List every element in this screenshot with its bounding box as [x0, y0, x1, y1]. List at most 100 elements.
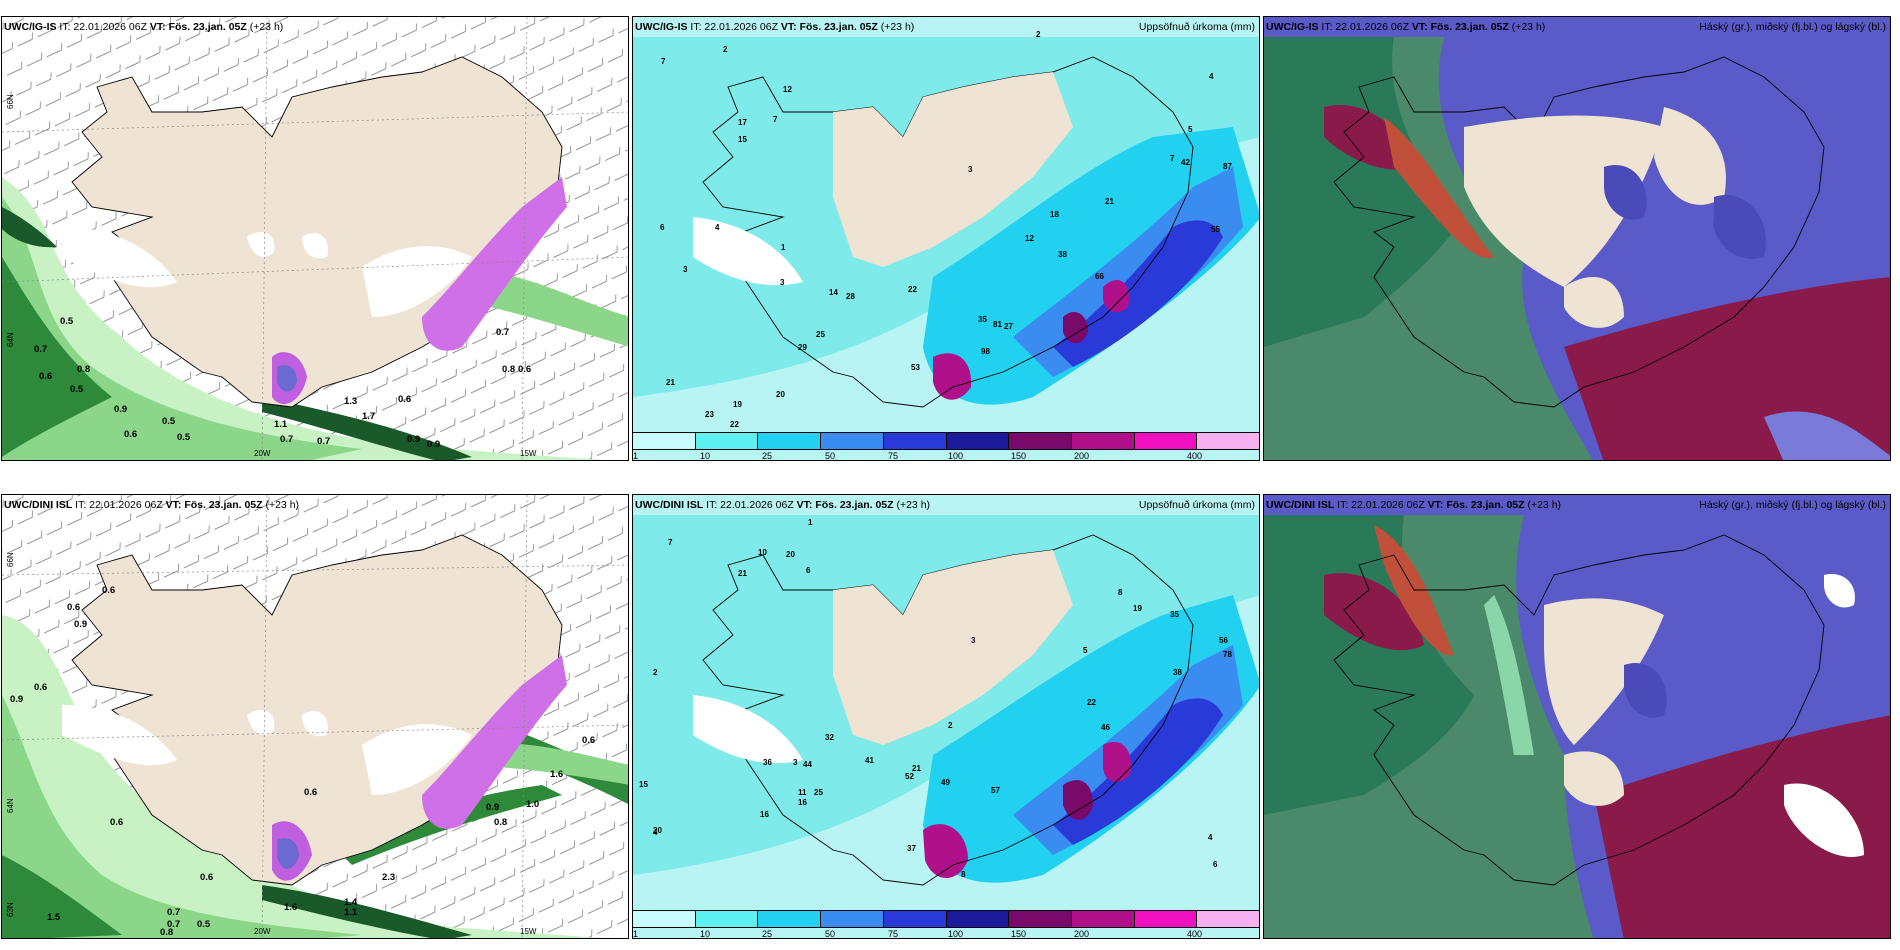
colorbar-swatch [821, 911, 884, 927]
precip-label: 35 [1170, 610, 1179, 619]
precip-label: 32 [825, 733, 834, 742]
precip-label: 37 [907, 844, 916, 853]
colorbar-swatch [1009, 911, 1072, 927]
panel-title: UWC/IG-IS IT: 22.01.2026 06Z VT: Fös. 23… [1266, 21, 1886, 33]
lat-label: 66N [6, 94, 15, 109]
precip-label: 22 [730, 420, 739, 429]
gust-label: 0.5 [70, 384, 84, 395]
colorbar-label: 150 [1011, 929, 1027, 939]
colorbar-swatch [758, 911, 822, 927]
colorbar-label: 75 [888, 451, 899, 461]
precip-label: 4 [1209, 72, 1214, 81]
precip-label: 25 [814, 788, 823, 797]
gust-label: 0.5 [197, 919, 211, 930]
gust-label: 0.6 [304, 787, 317, 798]
gust-label: 0.8 [502, 364, 515, 375]
precip-label: 7 [668, 538, 673, 547]
colorbar-label: 25 [762, 451, 773, 461]
precip-label: 21 [666, 378, 675, 387]
precip-label: 6 [806, 566, 811, 575]
panel-title: UWC/DINI ISL IT: 22.01.2026 06Z VT: Fös.… [635, 499, 1255, 511]
precip-label: 23 [705, 410, 714, 419]
precip-label: 10 [758, 548, 767, 557]
precip-label: 16 [760, 810, 769, 819]
colorbar-label: 100 [948, 929, 964, 939]
gust-label: 1.6 [284, 902, 297, 913]
precip-label: 18 [1050, 210, 1059, 219]
precip-map: 1 7 6 10 20 21 15 2 4 3 20 16 37 11 36 5… [633, 495, 1259, 938]
colorbar-labels: 1 10 25 50 75 100 150 200 400 [632, 451, 1260, 462]
colorbar-label: 50 [825, 451, 836, 461]
precip-value-labels: 7 2 3 7 12 15 17 6 4 1 3 21 23 19 22 20 … [660, 30, 1232, 429]
colorbar-label: 75 [888, 929, 899, 939]
gust-label: 0.9 [427, 439, 440, 450]
iceland-landmass [702, 56, 1194, 408]
wind-gust-map: 0.6 0.6 0.9 0.9 0.6 0.6 1.5 0.6 0.7 0.6 … [2, 495, 628, 938]
gust-label: 0.9 [114, 404, 127, 415]
panel-title: UWC/IG-IS IT: 22.01.2026 06Z VT: Fös. 23… [635, 21, 1255, 33]
precip-label: 35 [978, 315, 987, 324]
cloud-map [1264, 495, 1890, 938]
lat-label: 66N [6, 552, 15, 567]
precip-label: 66 [1095, 272, 1104, 281]
gust-label: 1.7 [362, 411, 375, 422]
precip-label: 8 [961, 870, 966, 879]
precip-label: 21 [1105, 197, 1114, 206]
precip-label: 41 [865, 756, 874, 765]
gust-label: 0.6 [39, 371, 52, 382]
lon-label: 15W [520, 449, 537, 458]
colorbar-swatch [1009, 433, 1072, 449]
precip-label: 38 [1058, 250, 1067, 259]
colorbar-label: 50 [825, 929, 836, 939]
precip-label: 44 [803, 760, 812, 769]
gust-label: 1.5 [47, 912, 61, 923]
panel-title: UWC/IG-IS IT: 22.01.2026 06Z VT: Fös. 23… [4, 21, 284, 33]
precip-label: 29 [798, 343, 807, 352]
precip-label: 2 [723, 45, 728, 54]
panel-precip-ig-is: UWC/IG-IS IT: 22.01.2026 06Z VT: Fös. 23… [632, 16, 1260, 461]
gust-label: 0.7 [317, 436, 330, 447]
gust-label: 0.8 [77, 364, 90, 375]
gust-value-labels: 0.5 0.7 0.6 0.8 0.5 0.9 0.5 0.6 0.5 1.1 … [34, 316, 531, 450]
gust-label: 0.6 [398, 394, 411, 405]
colorbar-label: 400 [1187, 929, 1203, 939]
precip-label: 81 [993, 320, 1002, 329]
gust-label: 0.6 [110, 817, 123, 828]
colorbar-swatch [946, 433, 1010, 449]
gust-label: 0.8 [160, 927, 173, 938]
gust-label: 0.6 [200, 872, 213, 883]
precip-label: 22 [908, 285, 917, 294]
gust-label: 0.5 [60, 316, 74, 327]
precip-label: 3 [683, 265, 688, 274]
precip-value-labels: 1 7 6 10 20 21 15 2 4 3 20 16 37 11 36 5… [639, 518, 1232, 879]
gust-label: 0.6 [102, 585, 115, 596]
precip-label: 6 [1213, 860, 1218, 869]
precip-label: 2 [1036, 30, 1041, 39]
gust-label: 0.9 [486, 802, 499, 813]
precip-label: 27 [1004, 322, 1013, 331]
colorbar-swatch [1197, 911, 1260, 927]
precip-label: 4 [1208, 833, 1213, 842]
precip-label: 15 [639, 780, 648, 789]
precip-label: 7 [661, 57, 666, 66]
colorbar-label: 200 [1074, 451, 1090, 461]
colorbar-label: 10 [700, 929, 711, 939]
lat-label: 64N [6, 332, 15, 347]
precip-label: 14 [829, 288, 838, 297]
lat-label: 64N [6, 798, 15, 813]
precip-label: 56 [1219, 636, 1228, 645]
colorbar-swatch [946, 911, 1010, 927]
gust-label: 1.1 [344, 907, 358, 918]
cloud-map [1264, 17, 1890, 460]
precip-label: 20 [786, 550, 795, 559]
gust-label: 0.6 [34, 682, 47, 693]
precip-label: 53 [911, 363, 920, 372]
lon-label: 20W [254, 449, 271, 458]
colorbar-label: 400 [1187, 451, 1203, 461]
lat-label: 63N [6, 902, 15, 917]
precip-label: 19 [1133, 604, 1142, 613]
precip-label: 17 [738, 118, 747, 127]
precip-colorbar [632, 432, 1260, 450]
gust-label: 2.3 [382, 872, 395, 883]
colorbar-label: 150 [1011, 451, 1027, 461]
